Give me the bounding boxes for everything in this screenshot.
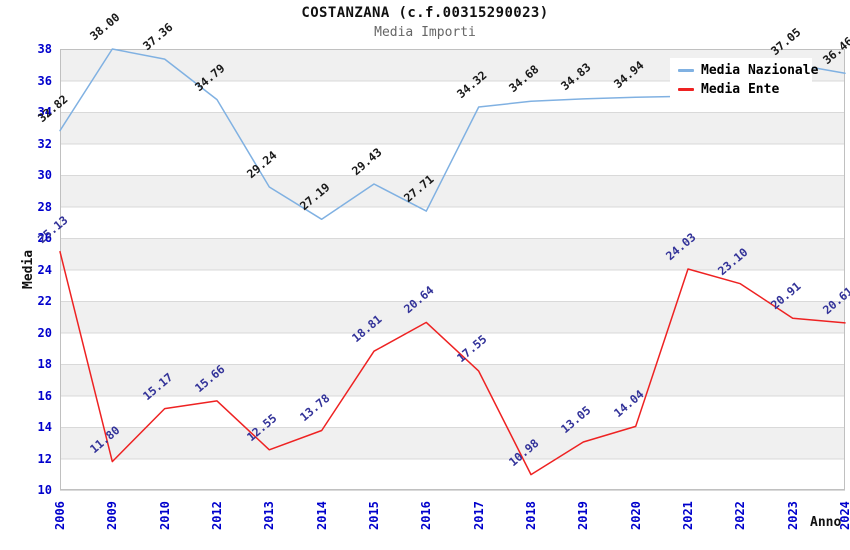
x-tick-label: 2015 [367,501,381,530]
legend-label: Media Ente [701,82,780,97]
x-tick-label: 2021 [681,501,695,530]
plot-band [60,395,845,427]
x-tick-label: 2022 [733,501,748,530]
legend: Media Nazionale Media Ente [670,58,818,100]
plot-band [60,175,845,207]
y-tick-label: 26 [37,231,52,245]
y-tick-label: 12 [37,451,52,466]
y-tick-label: 28 [37,199,52,214]
x-tick-label: 2013 [262,501,277,530]
y-tick-label: 18 [37,357,52,371]
plot-band [60,112,845,144]
legend-line-sample-nazionale [678,69,694,72]
plot-band [60,269,845,301]
plot-band [60,301,845,333]
plot-border [60,49,845,490]
y-tick-label: 14 [37,420,52,434]
x-tick-label: 2010 [157,501,172,530]
plot-band [60,458,845,490]
chart-subtitle: Media Importi [374,25,476,40]
plot-band [60,206,845,238]
y-tick-label: 32 [37,136,52,151]
legend-line-sample-ente [678,88,694,91]
legend-label: Media Nazionale [701,63,819,78]
x-tick-label: 2012 [210,501,224,530]
x-tick-label: 2016 [419,501,434,530]
y-tick-label: 36 [37,73,52,88]
y-tick-label: 34 [37,105,52,119]
chart-title: COSTANZANA (c.f.00315290023) [301,5,549,21]
x-tick-label: 2023 [785,501,800,530]
y-tick-label: 16 [37,388,52,403]
x-tick-label: 2009 [105,501,120,530]
x-tick-label: 2024 [838,501,850,530]
y-tick-label: 24 [37,262,52,277]
plot-band [60,427,845,459]
plot-band [60,364,845,396]
y-tick-label: 38 [37,42,52,56]
series-line-ente [59,250,846,476]
y-tick-label: 20 [37,325,52,340]
x-tick-label: 2017 [471,501,486,530]
legend-entry-media-ente: Media Ente [670,80,812,99]
x-tick-label: 2014 [314,501,329,530]
y-tick-label: 22 [37,294,52,308]
plot-band [60,332,845,364]
x-tick-label: 2006 [53,501,67,530]
x-tick-label: 2019 [576,501,591,530]
plot-band [60,238,845,270]
y-tick-label: 10 [37,483,52,497]
y-tick-label: 30 [37,168,52,182]
x-tick-label: 2020 [628,501,643,530]
legend-entry-media-nazionale: Media Nazionale [670,61,818,80]
x-tick-label: 2018 [524,501,538,530]
x-axis-title: Anno [810,515,842,530]
